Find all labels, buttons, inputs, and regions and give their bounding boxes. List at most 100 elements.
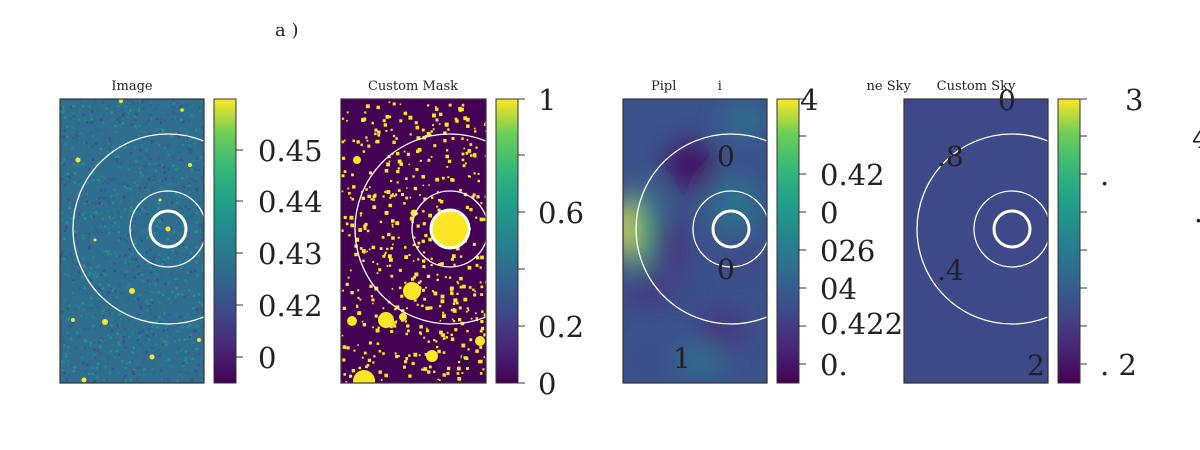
mask-speckle xyxy=(430,264,433,267)
noise-pixel xyxy=(127,319,131,322)
noise-pixel xyxy=(107,226,111,230)
noise-pixel xyxy=(183,239,187,243)
noise-pixel xyxy=(158,293,162,297)
noise-pixel xyxy=(168,321,172,325)
noise-pixel xyxy=(61,135,64,139)
noise-pixel xyxy=(177,180,180,183)
mask-speckle xyxy=(479,281,482,284)
mask-speckle xyxy=(374,195,377,198)
mask-speckle xyxy=(435,106,437,108)
noise-pixel xyxy=(171,295,175,299)
noise-pixel xyxy=(164,219,167,222)
noise-pixel xyxy=(85,220,88,223)
noise-pixel xyxy=(82,308,86,312)
noise-pixel xyxy=(72,201,76,205)
noise-pixel xyxy=(150,298,153,302)
noise-pixel xyxy=(188,357,192,361)
noise-pixel xyxy=(141,212,144,216)
mask-speckle xyxy=(402,365,406,369)
star-source xyxy=(180,108,184,112)
mask-speckle xyxy=(435,107,439,111)
mask-speckle xyxy=(366,364,370,367)
noise-pixel xyxy=(166,335,169,338)
noise-pixel xyxy=(175,315,178,318)
mask-speckle xyxy=(433,370,436,373)
noise-pixel xyxy=(93,356,97,359)
mask-speckle xyxy=(454,328,458,332)
mask-speckle xyxy=(348,191,351,195)
noise-pixel xyxy=(107,250,111,253)
mask-speckle xyxy=(355,237,360,242)
noise-pixel xyxy=(68,201,71,205)
noise-pixel xyxy=(130,378,133,382)
noise-pixel xyxy=(66,274,69,278)
noise-pixel xyxy=(138,99,142,102)
mask-speckle xyxy=(399,162,403,166)
noise-pixel xyxy=(85,218,88,222)
noise-pixel xyxy=(107,210,111,213)
noise-pixel xyxy=(101,104,105,107)
noise-pixel xyxy=(101,101,104,105)
noise-pixel xyxy=(68,324,72,328)
mask-speckle xyxy=(431,290,435,293)
noise-pixel xyxy=(122,341,126,345)
noise-pixel xyxy=(201,320,204,324)
noise-pixel xyxy=(178,145,182,149)
noise-pixel xyxy=(198,109,202,113)
mask-speckle xyxy=(462,164,466,168)
noise-pixel xyxy=(75,129,79,133)
noise-pixel xyxy=(119,272,123,275)
panel-title: Custom Mask xyxy=(368,79,458,94)
noise-pixel xyxy=(182,120,185,123)
mask-speckle xyxy=(343,373,346,376)
noise-pixel xyxy=(98,340,101,343)
noise-pixel xyxy=(119,378,122,382)
mask-speckle xyxy=(467,175,471,178)
mask-speckle xyxy=(384,251,387,254)
noise-pixel xyxy=(62,163,66,166)
noise-pixel xyxy=(65,289,69,293)
mask-speckle xyxy=(442,351,446,354)
noise-pixel xyxy=(163,176,166,180)
noise-pixel xyxy=(149,324,152,327)
noise-pixel xyxy=(101,224,105,227)
noise-pixel xyxy=(75,155,79,158)
mask-speckle xyxy=(408,163,410,166)
noise-pixel xyxy=(175,188,179,191)
mask-speckle xyxy=(367,358,372,362)
noise-pixel xyxy=(85,283,89,286)
noise-pixel xyxy=(164,119,167,122)
noise-pixel xyxy=(143,165,146,168)
mask-speckle xyxy=(415,125,420,130)
mask-speckle xyxy=(442,337,446,340)
noise-pixel xyxy=(201,194,204,197)
noise-pixel xyxy=(92,176,96,180)
noise-pixel xyxy=(181,325,184,329)
star-source xyxy=(75,157,81,163)
noise-pixel xyxy=(99,352,102,355)
noise-pixel xyxy=(121,122,124,125)
mask-axes-frame xyxy=(340,98,487,384)
noise-pixel xyxy=(121,213,125,216)
noise-pixel xyxy=(172,249,175,253)
noise-pixel xyxy=(142,138,145,141)
noise-pixel xyxy=(98,287,101,290)
noise-pixel xyxy=(164,150,168,154)
noise-pixel xyxy=(89,344,92,347)
noise-pixel xyxy=(79,132,82,135)
mask-speckle xyxy=(367,194,371,198)
mask-speckle xyxy=(427,370,431,374)
noise-pixel xyxy=(131,109,135,112)
noise-pixel xyxy=(170,365,174,368)
mask-speckle xyxy=(372,361,375,364)
noise-pixel xyxy=(60,286,63,289)
noise-pixel xyxy=(201,125,204,128)
noise-pixel xyxy=(85,192,88,196)
noise-pixel xyxy=(96,128,100,132)
noise-pixel xyxy=(103,188,107,191)
noise-pixel xyxy=(82,100,86,103)
noise-pixel xyxy=(152,333,155,336)
noise-pixel xyxy=(111,202,115,205)
noise-pixel xyxy=(60,339,63,343)
noise-pixel xyxy=(136,154,139,157)
